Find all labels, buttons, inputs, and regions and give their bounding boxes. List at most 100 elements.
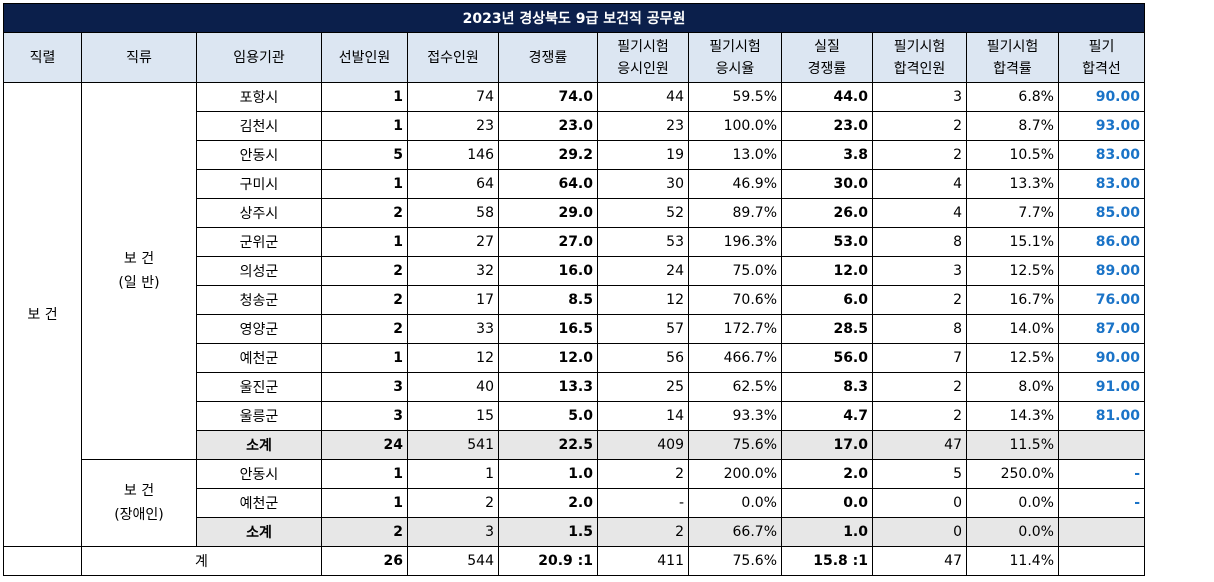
takers-cell: 53 [597,227,689,257]
cutoff-cell: 76.00 [1058,285,1145,315]
take-rate-cell: 75.6% [688,546,782,576]
total-row: 계 26 544 20.9 :1 411 75.6% 15.8 :1 47 11.4% [3,546,1145,576]
cutoff-cell: - [1058,459,1145,489]
agency-cell: 상주시 [196,198,322,228]
ratio-cell: 22.5 [498,430,598,460]
selected-cell: 2 [321,285,408,315]
take-rate-cell: 46.9% [688,169,782,199]
header-cutoff: 필기 합격선 [1058,32,1145,83]
takers-cell: 56 [597,343,689,373]
actual-ratio-cell: 53.0 [781,227,873,257]
ratio-cell: 16.5 [498,314,598,344]
actual-ratio-cell: 23.0 [781,111,873,141]
cutoff-cell: 83.00 [1058,169,1145,199]
pass-rate-cell: 11.4% [966,546,1059,576]
pass-rate-cell: 250.0% [966,459,1059,489]
passed-cell: 8 [872,314,967,344]
passed-cell: 47 [872,546,967,576]
takers-cell: 23 [597,111,689,141]
passed-cell: 2 [872,285,967,315]
takers-cell: 44 [597,82,689,112]
ratio-cell: 29.2 [498,140,598,170]
category-label: (일 반) [118,275,160,291]
take-rate-cell: 89.7% [688,198,782,228]
take-rate-cell: 93.3% [688,401,782,431]
passed-cell: 7 [872,343,967,373]
selected-cell: 3 [321,401,408,431]
takers-cell: 24 [597,256,689,286]
ratio-cell: 12.0 [498,343,598,373]
take-rate-cell: 200.0% [688,459,782,489]
actual-ratio-cell: 8.3 [781,372,873,402]
category-label: (장애인) [114,507,164,523]
actual-ratio-cell: 56.0 [781,343,873,373]
applicants-cell: 40 [407,372,499,402]
takers-cell: 2 [597,517,689,547]
agency-cell: 울진군 [196,372,322,402]
cutoff-cell: - [1058,488,1145,518]
take-rate-cell: 70.6% [688,285,782,315]
pass-rate-cell: 8.7% [966,111,1059,141]
table-row: 보 건 (장애인) 안동시 1 1 1.0 2 200.0% 2.0 5 250.0% - [4,459,1145,547]
take-rate-cell: 75.0% [688,256,782,286]
passed-cell: 5 [872,459,967,489]
cutoff-cell: 90.00 [1058,82,1145,112]
recruitment-stats-table: 2023년 경상북도 9급 보건직 공무원 직렬 직류 임용기관 선발인원 접수… [3,3,1145,576]
agency-cell: 김천시 [196,111,322,141]
selected-cell: 1 [321,227,408,257]
takers-cell: 30 [597,169,689,199]
actual-ratio-cell: 44.0 [781,82,873,112]
applicants-cell: 541 [407,430,499,460]
agency-cell: 의성군 [196,256,322,286]
series-cell: 보 건 [3,82,82,547]
agency-cell: 청송군 [196,285,322,315]
category-label: 보 건 [123,251,155,267]
header-pass-rate: 필기시험 합격률 [966,32,1059,83]
ratio-cell: 23.0 [498,111,598,141]
pass-rate-cell: 8.0% [966,372,1059,402]
takers-cell: 57 [597,314,689,344]
pass-rate-cell: 0.0% [966,517,1059,547]
header-series: 직렬 [3,32,82,83]
header-selected: 선발인원 [321,32,408,83]
cutoff-cell [1058,546,1145,576]
passed-cell: 4 [872,198,967,228]
applicants-cell: 58 [407,198,499,228]
category-label: 보 건 [123,483,155,499]
ratio-cell: 1.5 [498,517,598,547]
table-row: 김천시 1 23 23.0 23 100.0% 23.0 2 8.7% 93.00 [4,111,1145,141]
cutoff-cell: 89.00 [1058,256,1145,286]
selected-cell: 1 [321,343,408,373]
takers-cell: 2 [597,459,689,489]
take-rate-cell: 75.6% [688,430,782,460]
category-cell: 보 건 (일 반) [81,82,197,460]
header-agency: 임용기관 [196,32,322,83]
ratio-cell: 74.0 [498,82,598,112]
applicants-cell: 27 [407,227,499,257]
selected-cell: 2 [321,314,408,344]
takers-cell: 12 [597,285,689,315]
actual-ratio-cell: 17.0 [781,430,873,460]
ratio-cell: 13.3 [498,372,598,402]
table-row: 의성군 2 32 16.0 24 75.0% 12.0 3 12.5% 89.00 [4,256,1145,286]
pass-rate-cell: 12.5% [966,256,1059,286]
passed-cell: 3 [872,256,967,286]
selected-cell: 2 [321,256,408,286]
agency-cell: 예천군 [196,343,322,373]
cutoff-cell: 91.00 [1058,372,1145,402]
pass-rate-cell: 16.7% [966,285,1059,315]
actual-ratio-cell: 15.8 :1 [781,546,873,576]
table-title: 2023년 경상북도 9급 보건직 공무원 [3,3,1145,33]
take-rate-cell: 172.7% [688,314,782,344]
pass-rate-cell: 6.8% [966,82,1059,112]
passed-cell: 47 [872,430,967,460]
applicants-cell: 64 [407,169,499,199]
selected-cell: 1 [321,169,408,199]
ratio-cell: 1.0 [498,459,598,489]
passed-cell: 2 [872,140,967,170]
applicants-cell: 2 [407,488,499,518]
ratio-cell: 8.5 [498,285,598,315]
agency-cell: 안동시 [196,459,322,489]
agency-cell: 군위군 [196,227,322,257]
